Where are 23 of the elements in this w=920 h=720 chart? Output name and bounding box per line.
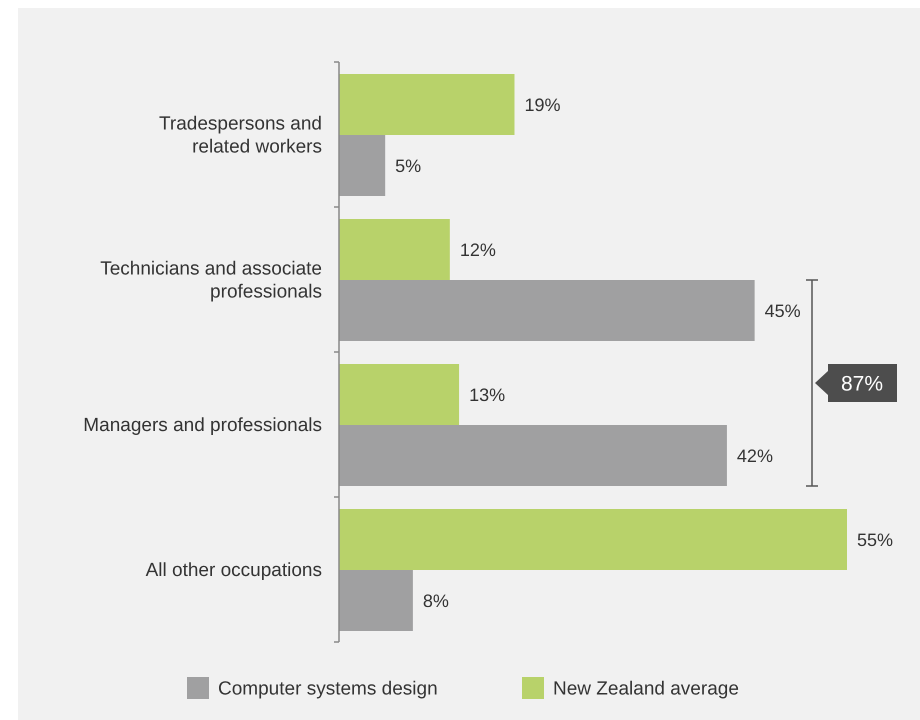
data-label: 8% <box>422 590 449 611</box>
y-tick-label: All other occupations <box>146 560 322 582</box>
data-label: 5% <box>395 156 422 176</box>
annotation: 87% <box>840 372 884 396</box>
data-label: 12% <box>460 240 496 260</box>
bar <box>339 280 755 341</box>
data-label: 42% <box>736 446 773 466</box>
bar <box>339 364 460 425</box>
legend-label: New Zealand average <box>553 678 739 700</box>
bar <box>339 135 386 196</box>
bar <box>339 570 413 631</box>
data-label: 55% <box>857 530 894 550</box>
data-label: 19% <box>524 94 561 115</box>
bar <box>339 425 727 486</box>
legend-label: Computer systems design <box>218 678 438 700</box>
y-tick-label: Tradespersons and related workers <box>158 114 322 158</box>
bar <box>339 219 450 280</box>
y-tick-label: Managers and professionals <box>83 415 322 436</box>
bar <box>339 509 847 570</box>
y-tick-label: Technicians and associate professionals <box>100 258 322 303</box>
bar <box>339 74 514 135</box>
data-label: 13% <box>469 384 506 405</box>
data-label: 45% <box>764 300 801 321</box>
